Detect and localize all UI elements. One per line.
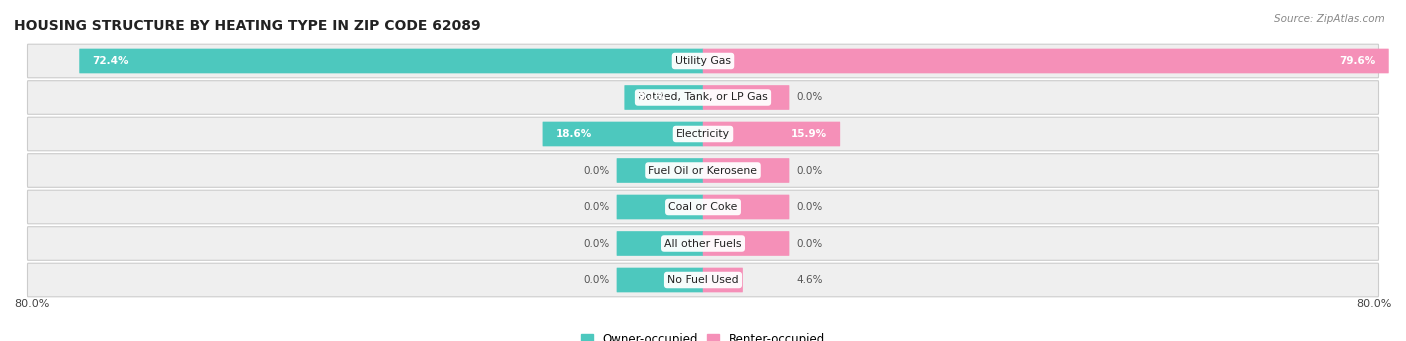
- FancyBboxPatch shape: [703, 195, 789, 219]
- FancyBboxPatch shape: [703, 85, 789, 110]
- Text: 0.0%: 0.0%: [583, 202, 610, 212]
- FancyBboxPatch shape: [28, 227, 1378, 260]
- FancyBboxPatch shape: [617, 158, 703, 183]
- Text: All other Fuels: All other Fuels: [664, 238, 742, 249]
- Text: 15.9%: 15.9%: [792, 129, 827, 139]
- Text: 80.0%: 80.0%: [14, 299, 49, 309]
- FancyBboxPatch shape: [543, 122, 703, 146]
- Text: 0.0%: 0.0%: [796, 92, 823, 103]
- Text: 9.1%: 9.1%: [637, 92, 666, 103]
- FancyBboxPatch shape: [703, 231, 789, 256]
- Text: 72.4%: 72.4%: [93, 56, 129, 66]
- Text: 4.6%: 4.6%: [796, 275, 823, 285]
- Text: 0.0%: 0.0%: [583, 165, 610, 176]
- Legend: Owner-occupied, Renter-occupied: Owner-occupied, Renter-occupied: [576, 329, 830, 341]
- FancyBboxPatch shape: [617, 268, 703, 292]
- FancyBboxPatch shape: [703, 49, 1389, 73]
- Text: Fuel Oil or Kerosene: Fuel Oil or Kerosene: [648, 165, 758, 176]
- Text: No Fuel Used: No Fuel Used: [668, 275, 738, 285]
- FancyBboxPatch shape: [28, 117, 1378, 151]
- FancyBboxPatch shape: [79, 49, 703, 73]
- FancyBboxPatch shape: [28, 44, 1378, 78]
- FancyBboxPatch shape: [703, 158, 789, 183]
- FancyBboxPatch shape: [624, 85, 703, 110]
- FancyBboxPatch shape: [703, 122, 841, 146]
- Text: 0.0%: 0.0%: [796, 238, 823, 249]
- Text: Coal or Coke: Coal or Coke: [668, 202, 738, 212]
- Text: 0.0%: 0.0%: [583, 238, 610, 249]
- FancyBboxPatch shape: [28, 190, 1378, 224]
- Text: Bottled, Tank, or LP Gas: Bottled, Tank, or LP Gas: [638, 92, 768, 103]
- FancyBboxPatch shape: [28, 263, 1378, 297]
- Text: 0.0%: 0.0%: [583, 275, 610, 285]
- FancyBboxPatch shape: [28, 81, 1378, 114]
- FancyBboxPatch shape: [703, 268, 742, 292]
- Text: 0.0%: 0.0%: [796, 165, 823, 176]
- Text: Utility Gas: Utility Gas: [675, 56, 731, 66]
- Text: 0.0%: 0.0%: [796, 202, 823, 212]
- Text: HOUSING STRUCTURE BY HEATING TYPE IN ZIP CODE 62089: HOUSING STRUCTURE BY HEATING TYPE IN ZIP…: [14, 19, 481, 33]
- Text: 80.0%: 80.0%: [1357, 299, 1392, 309]
- FancyBboxPatch shape: [28, 154, 1378, 187]
- Text: Electricity: Electricity: [676, 129, 730, 139]
- FancyBboxPatch shape: [617, 231, 703, 256]
- Text: 18.6%: 18.6%: [555, 129, 592, 139]
- Text: 79.6%: 79.6%: [1340, 56, 1375, 66]
- FancyBboxPatch shape: [617, 195, 703, 219]
- Text: Source: ZipAtlas.com: Source: ZipAtlas.com: [1274, 14, 1385, 24]
